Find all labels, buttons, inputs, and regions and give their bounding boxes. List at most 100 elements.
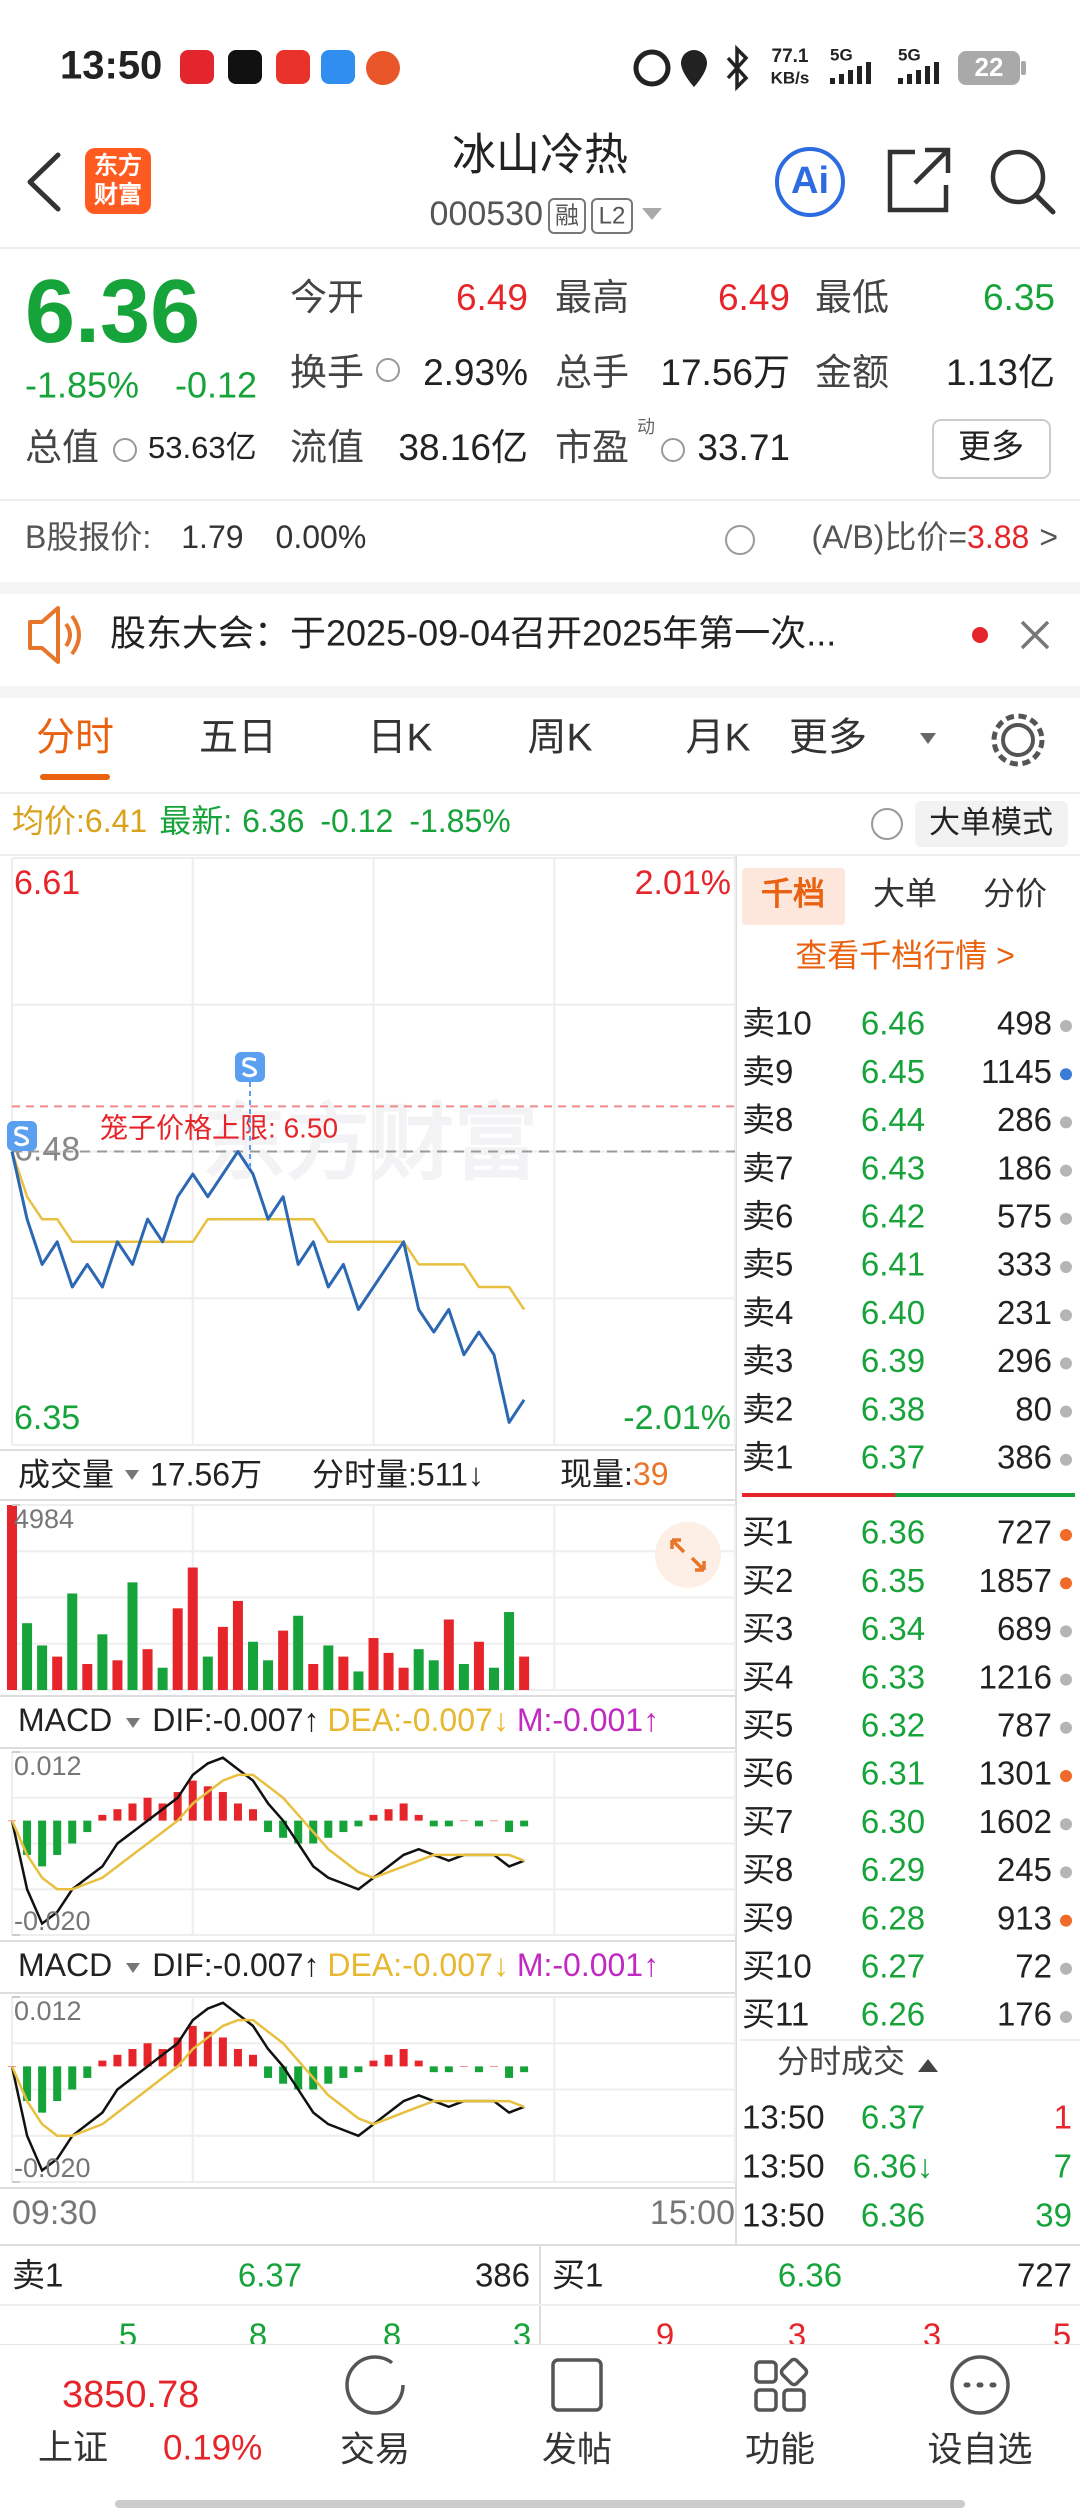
ab-ratio-row[interactable]: (A/B)比价=3.88 > [811,519,1058,555]
nav-item[interactable]: 发帖 [542,2430,612,2469]
book-dot [1060,1529,1072,1541]
tab[interactable]: 日K [367,716,432,759]
book-price: 6.41 [861,1246,925,1283]
macd-title[interactable]: MACD [18,1702,112,1738]
signal-marker-glyph [13,1126,29,1147]
field-label: 总值 [25,427,99,468]
tab-bar: 分时 五日 日K 周K 月K 更多 [36,716,867,759]
volume-bar [142,1649,153,1690]
tag-box [591,198,633,234]
macd-title[interactable]: MACD [18,1947,112,1983]
tab[interactable]: 周K [527,716,592,759]
bottom-price: 6.37 [238,2257,302,2294]
ai-button[interactable] [775,147,845,217]
macd-bar [143,1797,152,1821]
nav-item[interactable]: 设自选 [927,2430,1032,2469]
app-icon [321,50,355,84]
volume-bar [157,1667,168,1690]
nav-items: 交易 发帖 功能 设自选 [340,2430,1033,2469]
book-level: 卖5 [742,1246,793,1283]
y-tick-label: 0.012 [14,1751,82,1781]
dropdown-icon[interactable] [642,208,662,220]
book-tab[interactable]: 大单 [873,875,937,911]
book-level: 买1 [742,1514,793,1551]
index-value[interactable]: 3850.78 [62,2374,199,2416]
more-button[interactable] [932,419,1051,479]
limit-label-value: 6.50 [284,1113,339,1144]
field-superscript: 动 [637,417,655,437]
notice-text[interactable]: 股东大会：于2025-09-04召开2025年第一次... [110,613,836,654]
volume-bar [217,1626,228,1690]
macd-bar [399,2049,408,2067]
book-level: 卖4 [742,1294,793,1331]
change: -0.12 [175,365,257,406]
macd-bar [113,1809,122,1821]
book-link[interactable]: 查看千档行情 > [795,937,1015,973]
book-volume: 176 [997,1996,1052,2033]
tab[interactable]: 更多 [789,716,867,759]
volume-bar [428,1660,439,1690]
search-button[interactable] [990,149,1046,205]
trade-price: 6.37 [861,2099,925,2136]
book-tab[interactable]: 千档 [761,875,825,911]
nav-item[interactable]: 交易 [340,2430,410,2469]
trade-volume: 1 [1054,2099,1072,2136]
trade-volume: 7 [1054,2148,1072,2185]
macd-bar [158,2049,167,2067]
book-price: 6.38 [861,1390,925,1427]
macd-bar [128,1803,137,1821]
settings-button[interactable] [1001,723,1035,757]
book-tab[interactable]: 分价 [983,875,1047,911]
dropdown-icon [126,1718,140,1728]
dea-label: DEA:-0.007↓ [327,1702,508,1738]
help-icon[interactable] [871,808,903,840]
info-icon [376,358,400,382]
macd-bar [143,2043,152,2067]
mode-button[interactable] [915,801,1068,847]
book-volume: 575 [997,1198,1052,1235]
help-icon[interactable] [725,525,755,555]
volume-bar [263,1660,274,1690]
nav-item[interactable]: 功能 [745,2430,815,2469]
book-dot [1060,1164,1072,1177]
info-row: 均价:6.41 最新: 6.36 -0.12 -1.85% [12,803,511,839]
home-indicator [115,2500,965,2508]
macd-bar [354,2066,363,2073]
book-dot [1060,1914,1072,1927]
close-button[interactable] [1020,620,1050,650]
back-button[interactable] [27,152,61,212]
tab[interactable]: 月K [685,716,750,759]
mode-label: 大单模式 [929,805,1053,840]
macd-bar [23,1820,32,1855]
trades-title[interactable]: 分时成交 [777,2043,905,2079]
unread-dot [972,627,988,643]
volume-bar [458,1664,469,1690]
macd-bar [203,2031,212,2067]
volume-title[interactable]: 成交量 [18,1456,114,1492]
alarm-icon [633,49,671,87]
info-icon [661,438,685,462]
ab-ratio-label: (A/B)比价= [811,519,967,555]
field-label: 流值 [290,427,364,468]
field-value: 17.56万 [660,352,790,393]
volume-bar [82,1664,93,1690]
expand-button[interactable] [655,1522,721,1588]
macd-bar [83,2066,92,2078]
stock-name: 冰山冷热 [452,131,628,180]
book-volume: 186 [997,1149,1052,1186]
book-dot [1060,1962,1072,1975]
macd-bar [369,1814,378,1821]
field-value: 6.49 [718,277,790,318]
x-tick-label: 15:00 [650,2194,735,2232]
volume-bar [323,1645,334,1690]
function-icon [754,2360,778,2384]
macd-bar [158,1803,167,1821]
tab[interactable]: 五日 [199,716,277,759]
book-level: 买10 [742,1948,812,1985]
book-level: 买8 [742,1851,793,1888]
tab[interactable]: 分时 [36,716,114,759]
book-price: 6.39 [861,1342,925,1379]
book-dot [1060,2011,1072,2023]
share-button[interactable] [887,147,951,213]
